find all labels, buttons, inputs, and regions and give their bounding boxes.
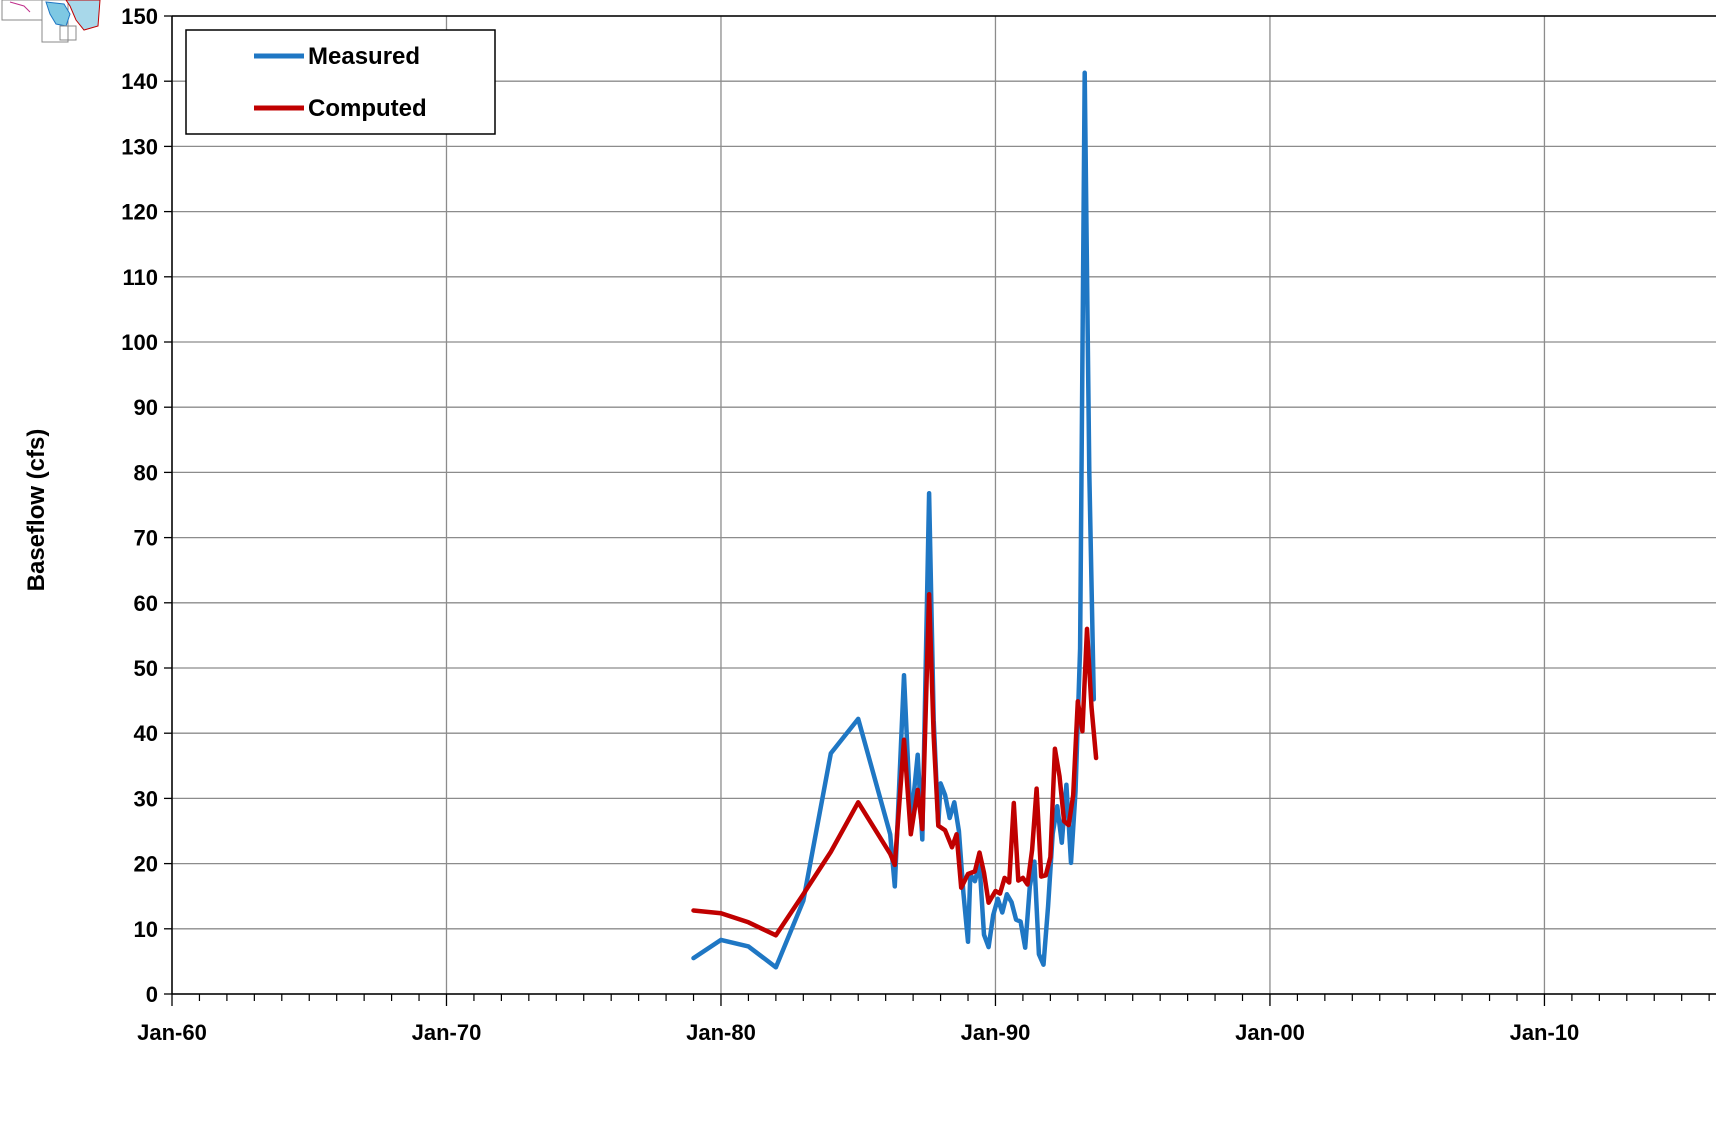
y-tick-label: 70: [134, 526, 158, 551]
legend-label-measured: Measured: [308, 43, 420, 70]
y-tick-label: 140: [121, 69, 158, 94]
y-tick-label: 110: [123, 265, 159, 290]
y-axis-ticks: 0 10 20 30 40 50 60 70 80 90 100 110 120 130 140 150: [121, 4, 172, 1007]
legend-label-computed: Computed: [308, 95, 427, 122]
series-layer: [691, 70, 1099, 970]
x-tick-label: Jan-10: [1510, 1020, 1580, 1045]
x-tick-label: Jan-00: [1235, 1020, 1305, 1045]
legend-box: [185, 29, 496, 135]
y-tick-label: 20: [134, 852, 158, 877]
x-tick-label: Jan-80: [686, 1020, 756, 1045]
y-tick-label: 90: [134, 395, 158, 420]
y-tick-label: 60: [134, 591, 158, 616]
y-tick-label: 130: [121, 134, 158, 159]
y-tick-label: 10: [134, 917, 158, 942]
y-tick-label: 40: [134, 721, 158, 746]
axes: [171, 16, 1716, 995]
x-tick-label: Jan-70: [412, 1020, 482, 1045]
y-tick-label: 30: [134, 786, 158, 811]
series-line-computed: [691, 592, 1099, 938]
y-tick-label: 50: [134, 656, 158, 681]
y-axis-title: Baseflow (cfs): [23, 429, 50, 592]
y-tick-label: 100: [121, 330, 158, 355]
legend: Measured Computed: [185, 29, 496, 135]
x-tick-label: Jan-60: [137, 1020, 207, 1045]
y-tick-label: 120: [121, 200, 158, 225]
y-tick-label: 150: [121, 4, 158, 29]
map-thumbnail-logo: [1, 0, 101, 43]
x-axis-ticks: Jan-60 Jan-70 Jan-80 Jan-90 Jan-00 Jan-10: [137, 994, 1710, 1045]
y-tick-label: 80: [134, 460, 158, 485]
x-tick-label: Jan-90: [961, 1020, 1031, 1045]
y-tick-label: 0: [146, 982, 158, 1007]
grid-lines: [171, 15, 1716, 995]
